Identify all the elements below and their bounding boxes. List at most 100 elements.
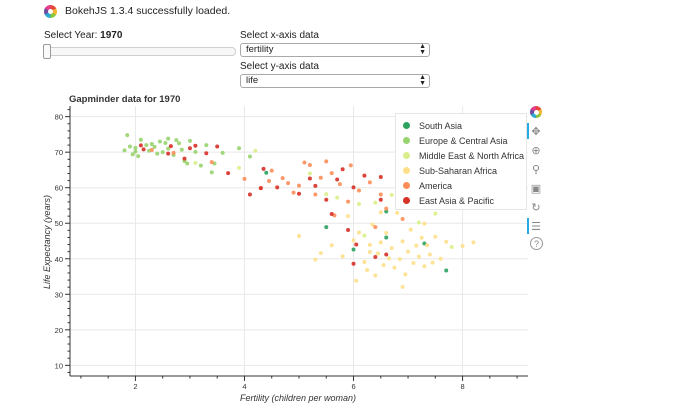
data-point[interactable]	[130, 152, 135, 157]
data-point[interactable]	[226, 171, 231, 176]
data-point[interactable]	[351, 261, 356, 266]
data-point[interactable]	[258, 186, 263, 191]
data-point[interactable]	[348, 163, 353, 168]
data-point[interactable]	[378, 175, 383, 180]
data-point[interactable]	[193, 143, 198, 148]
data-point[interactable]	[351, 247, 356, 252]
data-point[interactable]	[356, 188, 361, 193]
data-point[interactable]	[433, 211, 438, 216]
data-point[interactable]	[247, 192, 252, 197]
data-point[interactable]	[166, 146, 171, 151]
data-point[interactable]	[307, 162, 312, 167]
data-point[interactable]	[220, 150, 225, 155]
data-point[interactable]	[297, 191, 301, 196]
data-point[interactable]	[291, 190, 296, 195]
data-point[interactable]	[215, 144, 220, 149]
x-axis-select[interactable]: fertility ▲ ▼	[240, 43, 430, 57]
data-point[interactable]	[362, 173, 367, 178]
data-point[interactable]	[177, 141, 182, 146]
data-point[interactable]	[261, 166, 266, 171]
data-point[interactable]	[356, 202, 361, 207]
data-point[interactable]	[395, 210, 400, 215]
data-point[interactable]	[389, 192, 394, 197]
data-point[interactable]	[280, 176, 285, 181]
data-point[interactable]	[373, 200, 378, 205]
data-point[interactable]	[149, 148, 154, 153]
pan-icon[interactable]: ✥	[527, 123, 544, 139]
data-point[interactable]	[193, 149, 198, 154]
data-point[interactable]	[408, 227, 413, 232]
data-point[interactable]	[187, 138, 192, 143]
data-point[interactable]	[351, 185, 356, 190]
data-point[interactable]	[444, 268, 449, 273]
data-point[interactable]	[193, 160, 198, 165]
data-point[interactable]	[182, 156, 187, 161]
data-point[interactable]	[346, 199, 351, 204]
year-slider-handle[interactable]	[43, 44, 51, 59]
data-point[interactable]	[400, 284, 405, 289]
data-point[interactable]	[136, 154, 141, 159]
data-point[interactable]	[149, 142, 154, 147]
data-point[interactable]	[384, 235, 389, 240]
data-point[interactable]	[307, 171, 312, 176]
data-point[interactable]	[444, 239, 449, 244]
data-point[interactable]	[427, 252, 432, 257]
data-point[interactable]	[297, 234, 301, 239]
data-point[interactable]	[356, 230, 361, 235]
data-point[interactable]	[392, 265, 397, 270]
data-point[interactable]	[264, 170, 269, 175]
data-point[interactable]	[313, 192, 318, 197]
data-point[interactable]	[324, 159, 329, 164]
data-point[interactable]	[411, 261, 416, 266]
data-point[interactable]	[422, 264, 427, 269]
data-point[interactable]	[400, 216, 405, 221]
year-slider-track[interactable]	[43, 44, 236, 59]
data-point[interactable]	[242, 176, 247, 181]
data-point[interactable]	[381, 263, 386, 268]
data-point[interactable]	[419, 235, 424, 240]
data-point[interactable]	[168, 144, 173, 149]
data-point[interactable]	[378, 192, 383, 197]
data-point[interactable]	[209, 170, 214, 175]
data-point[interactable]	[297, 183, 301, 188]
data-point[interactable]	[346, 214, 351, 219]
data-point[interactable]	[367, 180, 372, 185]
data-point[interactable]	[171, 150, 176, 155]
data-point[interactable]	[187, 146, 192, 151]
data-point[interactable]	[144, 143, 149, 148]
data-point[interactable]	[460, 243, 465, 248]
data-point[interactable]	[324, 197, 329, 202]
data-point[interactable]	[337, 182, 342, 187]
data-point[interactable]	[253, 148, 258, 153]
data-point[interactable]	[174, 138, 179, 143]
data-point[interactable]	[122, 148, 127, 153]
data-point[interactable]	[269, 168, 274, 173]
data-point[interactable]	[367, 250, 372, 255]
data-point[interactable]	[400, 239, 405, 244]
data-point[interactable]	[318, 175, 323, 180]
y-axis-select[interactable]: life ▲ ▼	[240, 74, 430, 88]
data-point[interactable]	[329, 171, 334, 176]
data-point[interactable]	[204, 143, 209, 148]
data-point[interactable]	[133, 145, 138, 150]
data-point[interactable]	[179, 147, 184, 152]
data-point[interactable]	[340, 254, 345, 259]
data-point[interactable]	[166, 136, 171, 141]
data-point[interactable]	[351, 238, 356, 243]
legend-item[interactable]: East Asia & Pacific	[396, 193, 526, 208]
data-point[interactable]	[141, 147, 146, 152]
data-point[interactable]	[416, 220, 421, 225]
data-point[interactable]	[237, 165, 242, 170]
box-zoom-icon[interactable]: ⊕	[531, 144, 541, 157]
data-point[interactable]	[430, 260, 435, 265]
save-icon[interactable]: ▣	[530, 182, 542, 195]
help-icon[interactable]: ?	[530, 237, 543, 250]
data-point[interactable]	[362, 259, 367, 264]
data-point[interactable]	[414, 243, 419, 248]
data-point[interactable]	[346, 227, 351, 232]
data-point[interactable]	[373, 273, 378, 278]
data-point[interactable]	[155, 151, 160, 156]
legend-item[interactable]: America	[396, 178, 526, 193]
data-point[interactable]	[127, 144, 132, 149]
